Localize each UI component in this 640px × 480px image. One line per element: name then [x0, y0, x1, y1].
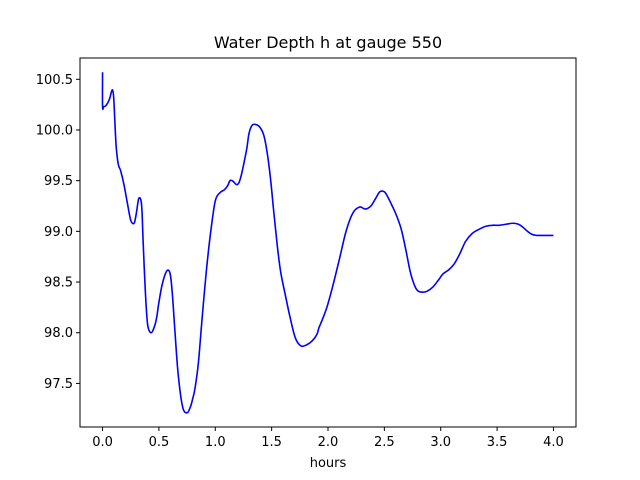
y-tick-label: 98.0: [44, 326, 73, 341]
x-axis-label: hours: [310, 456, 347, 471]
plot-area: [101, 72, 554, 414]
axes-frame: [79, 57, 577, 428]
x-tick-label: 2.0: [318, 435, 339, 450]
x-tick-label: 1.5: [261, 435, 282, 450]
x-tick-label: 0.5: [149, 435, 170, 450]
y-tick-label: 98.5: [44, 276, 73, 291]
y-tick-label: 99.0: [44, 225, 73, 240]
x-tick-label: 2.5: [374, 435, 395, 450]
x-tick-label: 3.5: [487, 435, 508, 450]
x-axis-ticks: 0.0 0.5 1.0 1.5 2.0 2.5 3.0 3.5 4.0: [92, 427, 564, 450]
x-tick-label: 0.0: [92, 435, 113, 450]
chart-title: Water Depth h at gauge 550: [214, 33, 442, 52]
x-tick-label: 3.0: [430, 435, 451, 450]
y-tick-label: 97.5: [44, 377, 73, 392]
x-tick-label: 1.0: [205, 435, 226, 450]
y-tick-label: 100.0: [36, 123, 73, 138]
y-axis-ticks: 97.5 98.0 98.5 99.0 99.5 100.0 100.5: [36, 73, 80, 392]
y-tick-label: 99.5: [44, 174, 73, 189]
y-tick-label: 100.5: [36, 73, 73, 88]
series-line: [101, 72, 554, 414]
x-tick-label: 4.0: [543, 435, 564, 450]
